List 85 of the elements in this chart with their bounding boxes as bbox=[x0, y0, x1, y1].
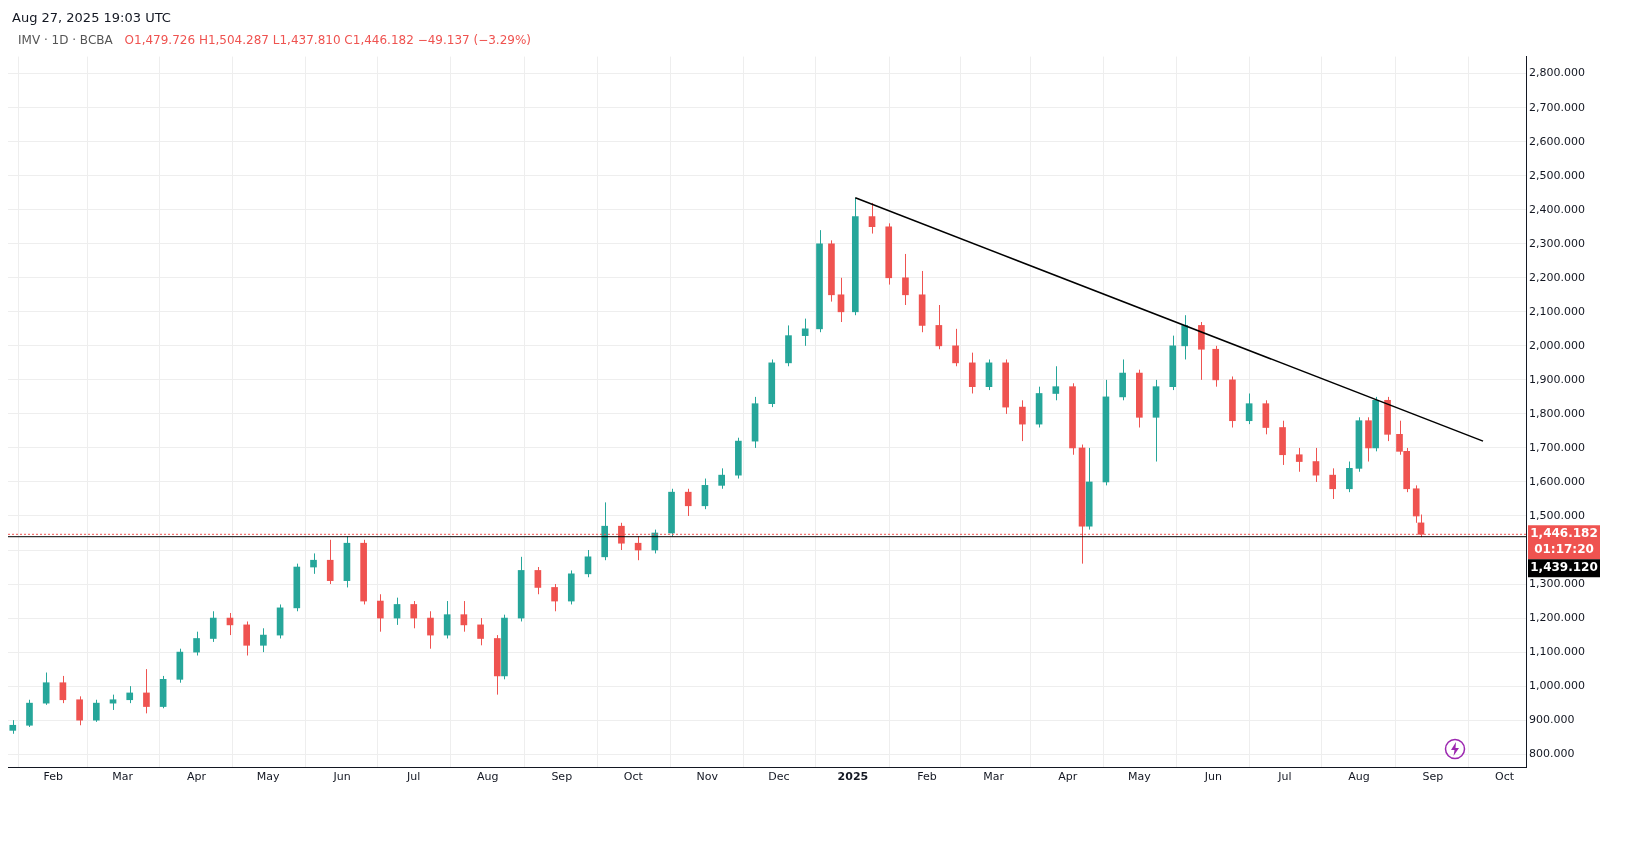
candlestick bbox=[534, 566, 542, 595]
text: Aug 27, 2025 19:03 UTC bbox=[11, 9, 172, 27]
candlestick bbox=[193, 631, 200, 657]
candlestick bbox=[443, 600, 451, 639]
y-tick-label: 900.000 bbox=[1529, 713, 1575, 727]
candlestick bbox=[1329, 467, 1336, 500]
x-tick-label: Mar bbox=[983, 770, 1005, 784]
y-tick-label: 1,800.000 bbox=[1529, 406, 1585, 420]
y-tick-label: 2,500.000 bbox=[1529, 168, 1585, 182]
candlestick bbox=[310, 552, 317, 575]
candlestick bbox=[377, 593, 384, 633]
y-tick-label: 2,200.000 bbox=[1529, 270, 1585, 284]
x-tick-label: May bbox=[1127, 770, 1152, 784]
x-tick-label: Jul bbox=[406, 770, 421, 784]
candlestick bbox=[243, 620, 251, 657]
candlestick bbox=[1181, 314, 1189, 360]
chart-title: IMV · 1D · BCBA bbox=[18, 33, 113, 47]
candlestick bbox=[76, 695, 83, 726]
y-tick-label: 1,600.000 bbox=[1529, 474, 1585, 488]
y-tick-label: 800.000 bbox=[1529, 747, 1575, 761]
y-tick-label: 1,200.000 bbox=[1529, 610, 1585, 624]
y-tick-label: 1,500.000 bbox=[1529, 508, 1585, 522]
x-tick-label: 2025 bbox=[837, 770, 869, 784]
x-tick-label: Jun bbox=[332, 770, 351, 784]
candlestick bbox=[92, 699, 100, 723]
y-tick-label: 2,800.000 bbox=[1529, 66, 1585, 80]
x-tick-label: Oct bbox=[623, 770, 644, 784]
candlestick bbox=[1052, 365, 1060, 401]
candlestick bbox=[684, 488, 692, 517]
candlestick bbox=[801, 318, 809, 347]
text: O1,479.726 H1,504.287 L1,437.810 C1,446.182 −49.137 (−3.29%) bbox=[124, 33, 532, 47]
x-tick-label: Jul bbox=[1277, 770, 1292, 784]
ref-line-label: 1,439.120 bbox=[1530, 560, 1598, 575]
x-tick-label: Nov bbox=[696, 770, 719, 784]
candlestick bbox=[260, 627, 267, 653]
x-tick-label: Oct bbox=[1495, 770, 1515, 784]
candlestick bbox=[410, 600, 418, 629]
candlestick bbox=[584, 549, 592, 578]
y-tick-label: 1,300.000 bbox=[1529, 576, 1585, 590]
y-tick-label: 2,400.000 bbox=[1529, 202, 1585, 216]
candlestick bbox=[42, 672, 50, 706]
candlestick bbox=[651, 529, 659, 554]
y-tick-label: 2,700.000 bbox=[1529, 100, 1585, 114]
candlestick bbox=[718, 467, 725, 490]
x-tick-label: May bbox=[256, 770, 281, 784]
y-tick-label: 2,000.000 bbox=[1529, 338, 1585, 352]
candlestick bbox=[1245, 392, 1253, 425]
x-tick-label: Sep bbox=[1422, 770, 1444, 784]
x-tick-label: Feb bbox=[43, 770, 64, 784]
candlestick bbox=[837, 277, 845, 323]
ref-line-label: 1,446.182 bbox=[1530, 526, 1598, 541]
candlestick bbox=[701, 478, 709, 510]
candlestick bbox=[209, 610, 217, 643]
x-tick-label: Apr bbox=[187, 770, 207, 784]
candlestick bbox=[460, 600, 468, 633]
candlestick bbox=[868, 202, 876, 235]
candlestick bbox=[1295, 447, 1303, 473]
candlestick bbox=[935, 304, 943, 350]
y-tick-label: 1,000.000 bbox=[1529, 678, 1585, 692]
x-tick-label: Aug bbox=[1348, 770, 1370, 784]
candlestick bbox=[902, 253, 909, 306]
x-tick-label: Dec bbox=[768, 770, 790, 784]
x-tick-label: Apr bbox=[1058, 770, 1078, 784]
y-tick-label: 1,700.000 bbox=[1529, 440, 1585, 454]
x-tick-label: Mar bbox=[112, 770, 134, 784]
candlestick bbox=[551, 583, 558, 612]
candlestick bbox=[1346, 461, 1353, 493]
y-tick-label: 2,600.000 bbox=[1529, 134, 1585, 148]
y-tick-label: 2,100.000 bbox=[1529, 304, 1585, 318]
candlestick bbox=[326, 539, 334, 585]
x-tick-label: Feb bbox=[917, 770, 937, 784]
y-tick-label: 1,900.000 bbox=[1529, 372, 1585, 386]
x-tick-label: Sep bbox=[551, 770, 573, 784]
x-tick-label: Jun bbox=[1203, 770, 1222, 784]
candlestick bbox=[59, 675, 67, 704]
candlestick bbox=[427, 610, 434, 650]
y-tick-label: 1,100.000 bbox=[1529, 644, 1585, 658]
candlestick bbox=[143, 668, 150, 714]
candlestick bbox=[1019, 399, 1026, 442]
y-tick-label: 2,300.000 bbox=[1529, 236, 1585, 250]
text: 01:17:20 bbox=[1534, 542, 1594, 557]
candlestick bbox=[26, 699, 33, 728]
x-tick-label: Aug bbox=[477, 770, 499, 784]
candlestick bbox=[952, 328, 959, 367]
candlestick bbox=[477, 617, 484, 646]
